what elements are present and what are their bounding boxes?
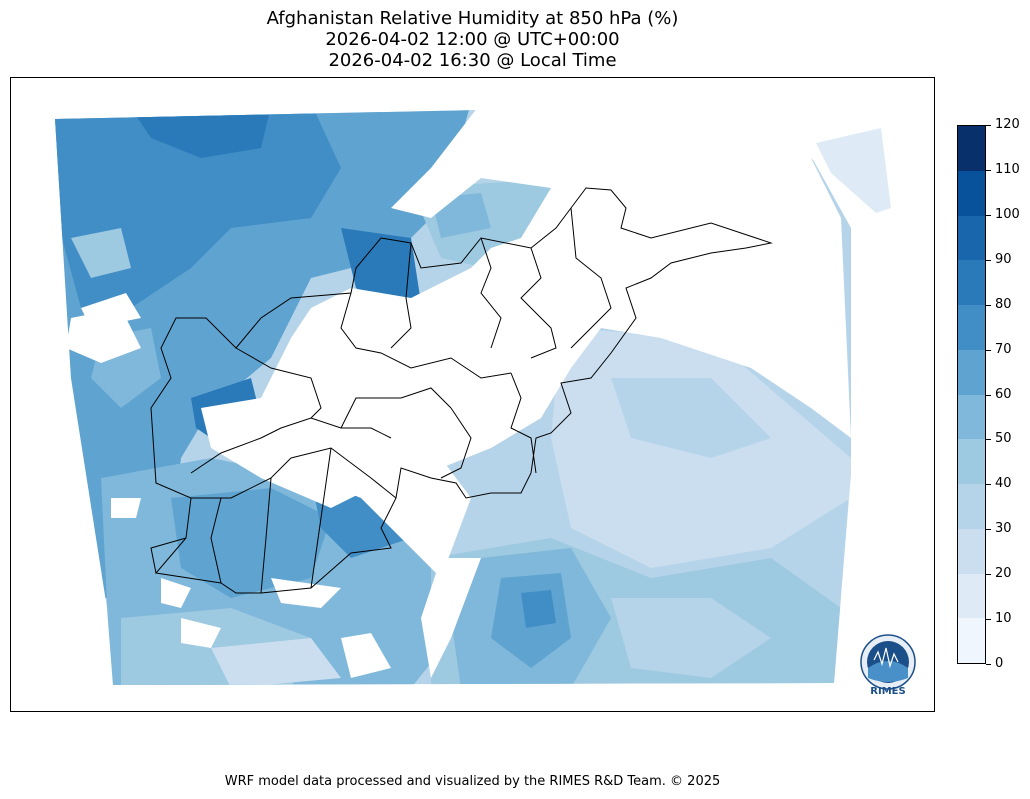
country-boundaries xyxy=(150,187,773,594)
colorbar-tick-label: 70 xyxy=(995,341,1012,357)
colorbar-segment xyxy=(958,618,985,663)
northeast-humidity-patch xyxy=(816,128,891,213)
colorbar-tick-label: 50 xyxy=(995,431,1012,447)
colorbar-tick-mark xyxy=(986,169,991,171)
colorbar-tick-mark xyxy=(986,259,991,261)
colorbar-tick-label: 110 xyxy=(995,161,1020,177)
colorbar-tick-mark xyxy=(986,214,991,216)
colorbar-tick-label: 90 xyxy=(995,251,1012,267)
colorbar xyxy=(957,125,986,664)
humidity-map xyxy=(55,103,891,685)
colorbar-tick-label: 0 xyxy=(995,656,1004,671)
colorbar-segment xyxy=(958,349,985,395)
colorbar-tick-label: 80 xyxy=(995,296,1012,312)
colorbar-segment xyxy=(958,528,985,574)
colorbar-tick-label: 100 xyxy=(995,206,1020,222)
colorbar-tick-mark xyxy=(986,439,991,441)
colorbar-tick-label: 120 xyxy=(995,117,1020,132)
colorbar-tick-mark xyxy=(986,574,991,576)
colorbar-tick-label: 10 xyxy=(995,611,1012,627)
map-title: Afghanistan Relative Humidity at 850 hPa… xyxy=(10,8,935,71)
colorbar-tick-mark xyxy=(986,394,991,396)
colorbar-tick-label: 30 xyxy=(995,521,1012,537)
colorbar-segment xyxy=(958,305,985,350)
colorbar-segment xyxy=(958,170,985,216)
colorbar-segment xyxy=(958,126,985,171)
title-line-variable: Afghanistan Relative Humidity at 850 hPa… xyxy=(266,8,679,29)
colorbar-tick-label: 20 xyxy=(995,566,1012,582)
colorbar-segment xyxy=(958,573,985,619)
map-panel xyxy=(10,77,935,712)
colorbar-tick-label: 60 xyxy=(995,386,1012,402)
colorbar-tick-mark xyxy=(986,125,991,126)
globe-icon xyxy=(860,634,916,690)
colorbar-segment xyxy=(958,260,985,305)
colorbar-tick-label: 40 xyxy=(995,476,1012,492)
title-line-utc-time: 2026-04-02 12:00 @ UTC+00:00 xyxy=(325,29,620,50)
colorbar-tick-mark xyxy=(986,619,991,621)
title-line-local-time: 2026-04-02 16:30 @ Local Time xyxy=(328,50,617,71)
colorbar-segment xyxy=(958,215,985,261)
logo-text: RIMES xyxy=(870,686,906,697)
rimes-logo: RIMES xyxy=(852,634,924,700)
colorbar-tick-mark xyxy=(986,484,991,486)
colorbar-tick-mark xyxy=(986,349,991,351)
colorbar-segment xyxy=(958,484,985,529)
masked-dry-areas xyxy=(66,103,891,678)
colorbar-tick-mark xyxy=(986,529,991,531)
colorbar-segment xyxy=(958,394,985,440)
footer-credit: WRF model data processed and visualized … xyxy=(224,774,721,789)
colorbar-segment xyxy=(958,439,985,484)
colorbar-tick-mark xyxy=(986,664,991,665)
colorbar-tick-mark xyxy=(986,304,991,306)
